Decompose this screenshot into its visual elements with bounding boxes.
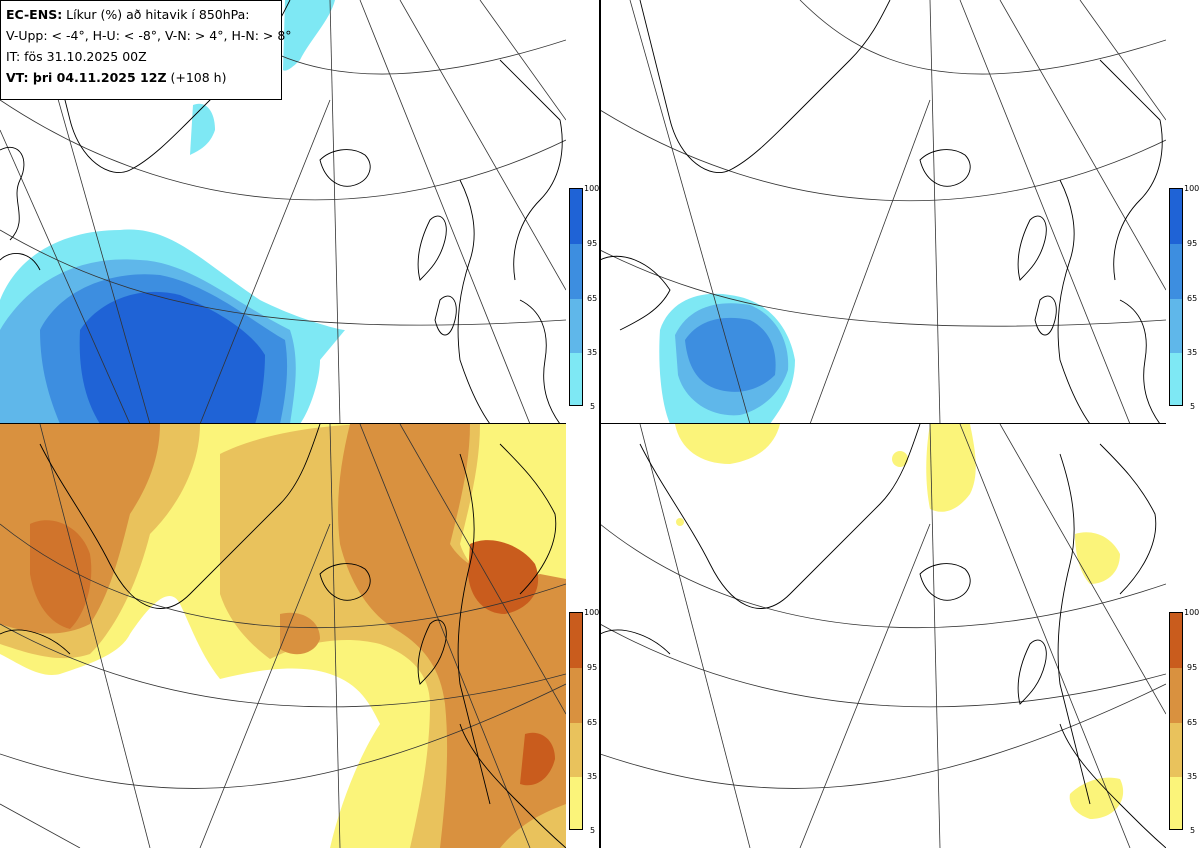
colorbar-tick: 65: [587, 294, 598, 303]
map-panel-v-n: 100 95 65 35 5: [0, 424, 600, 848]
colorbar-tick: 5: [590, 826, 596, 835]
colorbar-tick: 35: [1187, 772, 1198, 781]
map-legend-header: EC-ENS: Líkur (%) að hitavik í 850hPa: V…: [0, 0, 292, 100]
colorbar-tick: 5: [590, 402, 596, 411]
colorbar-tick: 5: [1190, 402, 1196, 411]
colorbar-orange: [569, 612, 583, 830]
header-line-1: EC-ENS: Líkur (%) að hitavik í 850hPa:: [6, 4, 276, 25]
header-line-3: IT: fös 31.10.2025 00Z: [6, 49, 147, 64]
colorbar-tick: 35: [587, 348, 598, 357]
colorbar-tick: 100: [584, 608, 600, 617]
colorbar-tick: 100: [1184, 184, 1200, 193]
panel-divider-horizontal-right: [600, 423, 1166, 424]
colorbar-blue: [569, 188, 583, 406]
colorbar-blue: [1169, 188, 1183, 406]
colorbar-tick: 95: [587, 663, 598, 672]
colorbar-tick: 35: [1187, 348, 1198, 357]
panel-divider-horizontal-left: [0, 423, 566, 424]
colorbar-tick: 65: [1187, 718, 1198, 727]
map-panel-h-u: 100 95 65 35 5: [600, 0, 1200, 424]
map-panel-h-n: 100 95 65 35 5: [600, 424, 1200, 848]
header-model: EC-ENS:: [6, 7, 63, 22]
colorbar-tick: 65: [1187, 294, 1198, 303]
header-line-2: V-Upp: < -4°, H-U: < -8°, V-N: > 4°, H-N…: [6, 28, 292, 43]
colorbar-tick: 95: [587, 239, 598, 248]
map-v-n: [0, 424, 566, 848]
colorbar-orange: [1169, 612, 1183, 830]
colorbar-tick: 35: [587, 772, 598, 781]
colorbar-tick: 5: [1190, 826, 1196, 835]
map-h-n: [600, 424, 1166, 848]
colorbar-tick: 65: [587, 718, 598, 727]
header-valid-time: VT: þri 04.11.2025 12Z: [6, 70, 167, 85]
colorbar-tick: 95: [1187, 239, 1198, 248]
colorbar-tick: 100: [1184, 608, 1200, 617]
colorbar-tick: 95: [1187, 663, 1198, 672]
panel-divider-vertical: [599, 0, 601, 848]
header-line-4: VT: þri 04.11.2025 12Z (+108 h): [6, 67, 276, 88]
colorbar-tick: 100: [584, 184, 600, 193]
header-lead-time: (+108 h): [166, 70, 227, 85]
header-description: Líkur (%) að hitavik í 850hPa:: [62, 7, 250, 22]
map-h-u: [600, 0, 1166, 424]
